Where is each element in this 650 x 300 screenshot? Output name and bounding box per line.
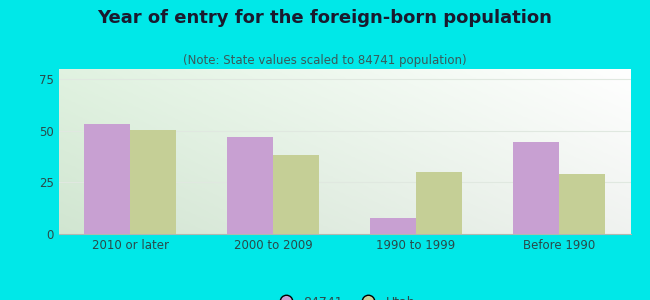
Bar (130, 130, 176, 234)
Text: (Note: State values scaled to 84741 population): (Note: State values scaled to 84741 popu… (183, 54, 467, 67)
Bar (416, 172, 462, 234)
Bar (514, 142, 559, 234)
Legend: 84741, Utah: 84741, Utah (268, 290, 421, 300)
Bar (273, 154, 318, 234)
Text: Year of entry for the foreign-born population: Year of entry for the foreign-born popul… (98, 9, 552, 27)
Bar (227, 137, 273, 234)
Bar (370, 218, 416, 234)
Bar (559, 174, 604, 234)
Bar (84, 124, 130, 234)
